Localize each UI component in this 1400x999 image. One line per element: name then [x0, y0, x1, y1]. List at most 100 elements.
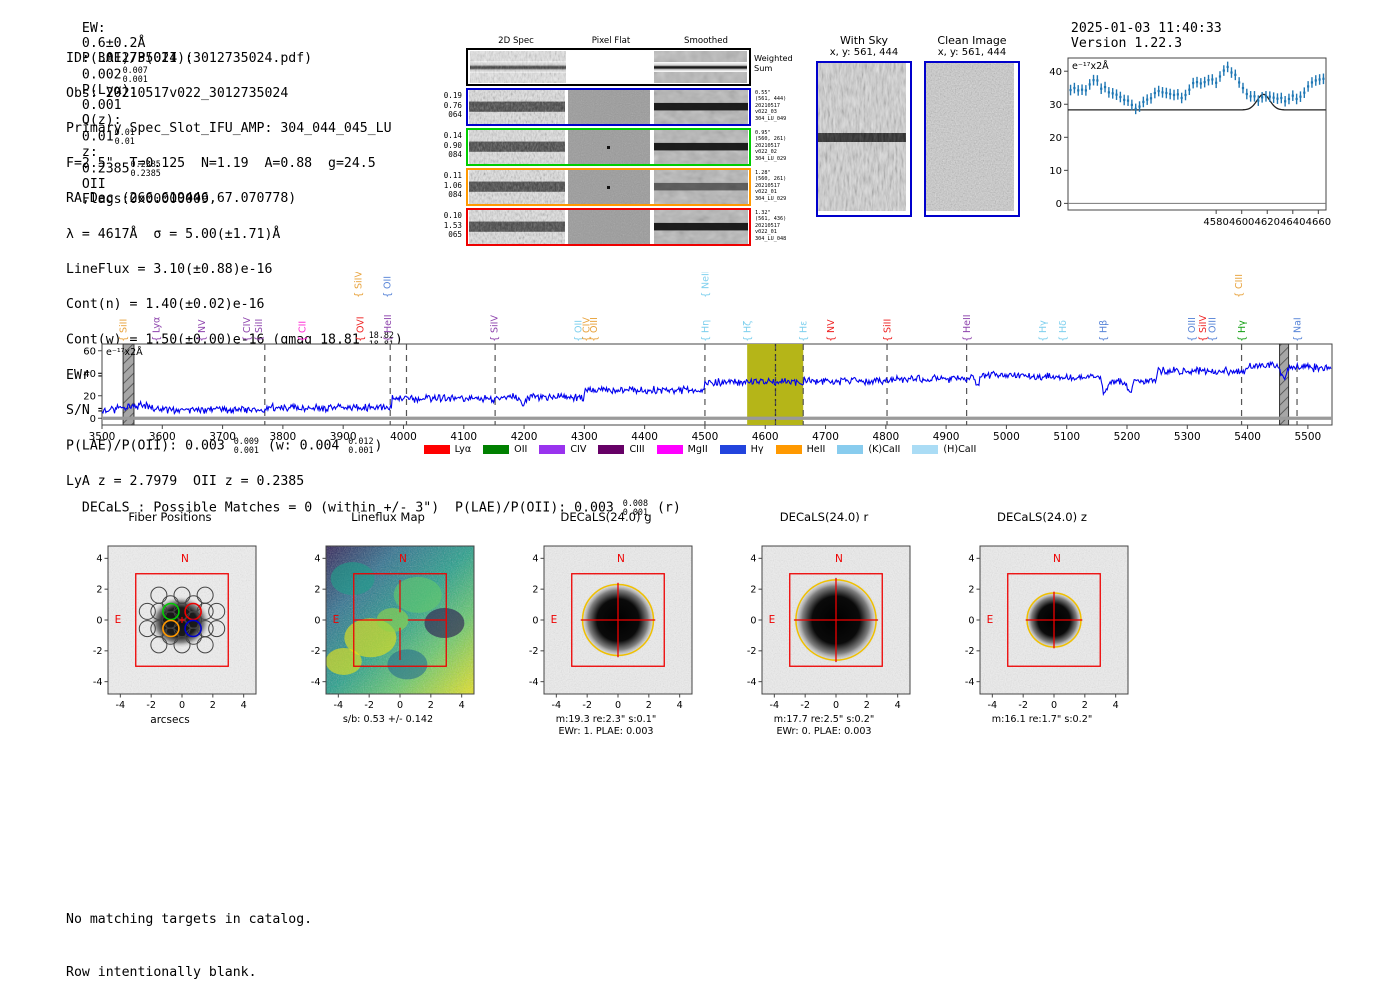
svg-text:4600: 4600: [1229, 217, 1254, 228]
svg-text:3800: 3800: [270, 431, 297, 443]
panel-title: DECaLS(24.0) z: [997, 510, 1087, 524]
svg-text:Hγ: Hγ: [1038, 320, 1049, 333]
svg-text:{: {: [197, 336, 208, 342]
panel-title: DECaLS(24.0) g: [560, 510, 652, 524]
svg-text:2: 2: [968, 585, 974, 596]
legend-swatch: [483, 445, 510, 454]
svg-text:-4: -4: [334, 700, 344, 711]
fiber-row-left-stats: 0.14 0.90 084: [443, 131, 462, 160]
svg-text:-4: -4: [529, 677, 539, 688]
svg-text:40: 40: [1049, 67, 1062, 78]
svg-text:-2: -2: [529, 646, 539, 657]
emission-line-label: { SiIV: [489, 315, 500, 342]
line-profile-svg: 0 10 20 30 40 4580 4600 4620 4640 4660 e⁻¹⁷x2Å: [1049, 57, 1331, 228]
decals-summary-line: DECaLS : Possible Matches = 0 (within +/…: [81, 498, 681, 517]
svg-text:{: {: [1292, 336, 1303, 342]
panel-imagery: -4 -4 -2 -2 0 0 2 2 4 4 N E: [529, 545, 693, 711]
legend-label: Hγ: [750, 444, 764, 455]
svg-text:3700: 3700: [209, 431, 236, 443]
svg-text:{: {: [799, 336, 810, 342]
svg-text:{: {: [962, 336, 973, 342]
svg-text:4: 4: [1113, 700, 1119, 711]
east-indicator: E: [551, 614, 558, 626]
svg-text:2: 2: [646, 700, 652, 711]
svg-text:2: 2: [864, 700, 870, 711]
ew-label: EW:: [81, 21, 106, 36]
svg-text:4: 4: [314, 554, 320, 565]
svg-text:4640: 4640: [1280, 217, 1305, 228]
legend-swatch: [423, 445, 450, 454]
info-radec: RA,Dec (266.619446,67.070778): [66, 191, 297, 207]
north-indicator: N: [399, 553, 407, 565]
spectrum-trace: [101, 360, 1332, 415]
north-indicator: N: [181, 553, 189, 565]
svg-text:-2: -2: [364, 700, 374, 711]
svg-text:-4: -4: [116, 700, 126, 711]
svg-text:4: 4: [750, 554, 756, 565]
decals-plae-hi: 0.008: [622, 498, 648, 508]
svg-text:3500: 3500: [89, 431, 116, 443]
line-profile-units: e⁻¹⁷x2Å: [1072, 60, 1109, 72]
svg-text:-4: -4: [747, 677, 757, 688]
emission-line-label: {NV: [197, 319, 208, 342]
full-spectrum-chart: 0 20 40 60 3500 3600 3700 3800 3900 4000 4100 4200 4…: [66, 272, 1336, 447]
svg-text:4900: 4900: [933, 431, 960, 443]
svg-text:{: {: [589, 336, 600, 342]
north-indicator: N: [835, 553, 843, 565]
svg-text:5000: 5000: [993, 431, 1020, 443]
line-profile-chart: 0 10 20 30 40 4580 4600 4620 4640 4660 e⁻¹⁷x2Å: [1032, 48, 1332, 238]
svg-text:-4: -4: [988, 700, 998, 711]
z-line: OII: [81, 177, 106, 193]
svg-text:5300: 5300: [1174, 431, 1201, 443]
legend-label: HeII: [806, 444, 826, 455]
svg-text:60: 60: [83, 346, 96, 357]
emission-line-legend: Lyα OII CIV CIII MgII Hγ HeII (K)CaII (H)CaII: [0, 444, 1400, 455]
plae-label: P(LAE)/P(OII):: [81, 51, 194, 66]
emission-line-label: {Hη: [700, 320, 711, 342]
col-header-2dspec: 2D Spec: [498, 36, 534, 46]
version: Version 1.22.3: [1070, 36, 1183, 51]
svg-text:OIII: OIII: [589, 317, 600, 333]
svg-text:Hδ: Hδ: [1058, 320, 1069, 333]
fiber-row-right-meta: 1.32" (561, 436) 20210517 v022_01 304_LU…: [755, 210, 787, 242]
svg-text:-2: -2: [582, 700, 592, 711]
qz-value: 0.01: [81, 129, 114, 145]
svg-text:0: 0: [90, 414, 96, 425]
legend-entry: Lyα: [423, 444, 471, 455]
fiber-row-right-meta: 1.28" (560, 261) 20210517 v022_01 304_LU…: [755, 170, 787, 202]
svg-text:CIV: CIV: [242, 317, 253, 333]
svg-text:NaI: NaI: [1292, 317, 1303, 333]
legend-label: OII: [514, 444, 528, 455]
clean-image-subtitle: x, y: 561, 444: [937, 47, 1007, 58]
with-sky-subtitle: x, y: 561, 444: [829, 47, 899, 58]
plae-value: 0.002: [81, 67, 122, 83]
svg-text:0: 0: [968, 615, 974, 626]
emission-line-label: {SiIV: [354, 272, 365, 298]
svg-text:SiIV: SiIV: [489, 315, 500, 333]
emission-line-label: {SiII: [119, 319, 130, 342]
svg-text:0: 0: [314, 615, 320, 626]
emission-line-label: {OII: [574, 320, 585, 342]
footer-line-2: Row intentionally blank.: [66, 964, 257, 980]
svg-text:OIII: OIII: [1187, 317, 1198, 333]
svg-text:{: {: [582, 336, 593, 342]
svg-text:2: 2: [96, 585, 102, 596]
legend-entry: Hγ: [719, 444, 764, 455]
svg-text:4400: 4400: [631, 431, 658, 443]
svg-text:4: 4: [532, 554, 538, 565]
fiber-row-imagery: [468, 130, 749, 164]
panel-caption-1: m:19.3 re:2.3" s:0.1": [555, 714, 657, 725]
svg-text:5500: 5500: [1295, 431, 1322, 443]
with-sky-cutout: With Sky x, y: 561, 444: [816, 34, 912, 217]
clean-image-title: Clean Image: [937, 34, 1007, 47]
svg-text:SiII: SiII: [882, 319, 893, 333]
full-spectrum-svg: 0 20 40 60 3500 3600 3700 3800 3900 4000 4100 4200 4…: [83, 272, 1333, 443]
svg-text:-4: -4: [311, 677, 321, 688]
svg-text:4000: 4000: [390, 431, 417, 443]
masked-region-band: [1279, 343, 1290, 426]
svg-text:NeIII: NeIII: [700, 272, 711, 289]
legend-label: (K)CaII: [868, 444, 901, 455]
svg-text:{: {: [489, 336, 500, 342]
svg-text:-2: -2: [93, 646, 103, 657]
svg-text:{: {: [254, 336, 265, 342]
